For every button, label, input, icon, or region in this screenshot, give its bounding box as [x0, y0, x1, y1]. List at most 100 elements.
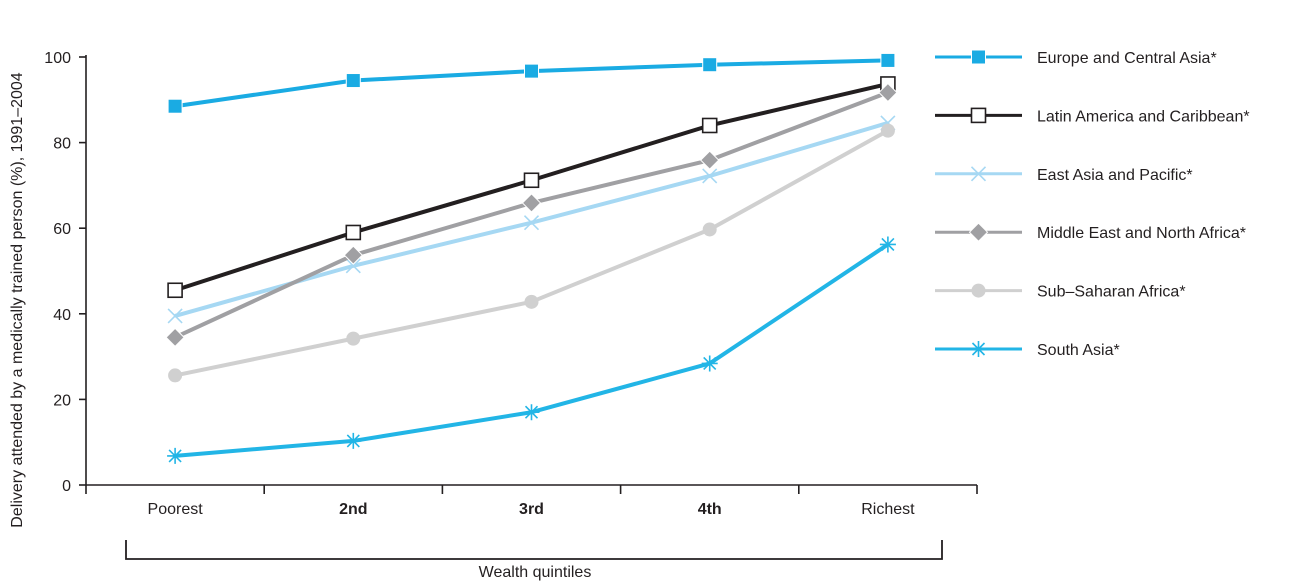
marker-shape	[345, 73, 361, 89]
x-tick-label: 3rd	[519, 501, 544, 518]
data-point	[971, 49, 986, 65]
x-axis-bracket	[125, 540, 943, 560]
y-axis-title: Delivery attended by a medically trained…	[9, 72, 26, 527]
data-point	[702, 222, 717, 237]
legend-label: Latin America and Caribbean*	[1037, 108, 1250, 125]
data-point	[702, 57, 718, 73]
data-point	[521, 193, 542, 213]
x-axis-title: Wealth quintiles	[479, 564, 592, 581]
marker-shape	[970, 107, 987, 124]
data-point	[345, 258, 361, 274]
series-line	[174, 242, 890, 458]
marker-shape	[346, 331, 361, 346]
data-point	[880, 52, 896, 68]
marker-shape	[878, 82, 898, 103]
marker-shape	[167, 98, 183, 114]
data-point	[167, 308, 183, 324]
marker-shape	[167, 308, 183, 324]
marker-shape	[524, 294, 539, 309]
marker-shape	[343, 245, 364, 265]
plot-area	[165, 52, 898, 464]
marker-shape	[345, 224, 362, 241]
data-point	[702, 168, 718, 184]
marker-shape	[971, 283, 986, 298]
series-group	[167, 76, 896, 299]
marker-shape	[523, 215, 540, 231]
marker-shape	[523, 404, 540, 421]
data-point	[168, 368, 183, 383]
data-point	[523, 404, 540, 421]
y-tick-label: 60	[53, 221, 71, 238]
marker-shape	[168, 368, 183, 383]
marker-shape	[524, 63, 539, 79]
marker-shape	[702, 168, 718, 184]
x-tick-label: Poorest	[148, 501, 204, 518]
data-point	[968, 222, 989, 242]
data-point	[345, 224, 362, 241]
marker-shape	[701, 117, 718, 134]
series-group	[168, 123, 895, 383]
marker-shape	[699, 150, 720, 170]
axes: 0 20 40 60 80 100 Poorest 2nd 3rd 4th Richest	[44, 50, 978, 560]
marker-shape	[167, 282, 183, 299]
marker-shape	[521, 193, 542, 213]
legend-label: Middle East and North Africa*	[1037, 225, 1246, 242]
marker-shape	[970, 166, 987, 182]
data-point	[879, 236, 896, 253]
data-point	[343, 245, 364, 265]
legend: Europe and Central Asia* Latin America an…	[935, 49, 1250, 359]
data-point	[880, 123, 895, 138]
marker-shape	[523, 172, 540, 189]
x-tick-label: Richest	[861, 501, 915, 518]
legend-item: South Asia*	[935, 341, 1120, 359]
legend-label: South Asia*	[1037, 342, 1120, 359]
marker-shape	[880, 52, 896, 68]
data-point	[970, 341, 987, 357]
marker-shape	[879, 236, 896, 253]
data-point	[524, 294, 539, 309]
y-tick-label: 0	[62, 478, 71, 495]
data-point	[524, 63, 539, 79]
data-point	[523, 172, 540, 189]
marker-shape	[970, 341, 987, 357]
data-point	[346, 331, 361, 346]
y-tick-label: 20	[53, 392, 71, 409]
series-line	[174, 128, 889, 378]
x-tick-label: 4th	[698, 501, 722, 518]
data-point	[699, 150, 720, 170]
legend-item: East Asia and Pacific*	[935, 166, 1193, 184]
legend-item: Europe and Central Asia*	[935, 49, 1217, 67]
marker-shape	[345, 432, 362, 449]
data-point	[970, 107, 987, 124]
y-tick-label: 100	[44, 50, 71, 67]
data-point	[523, 215, 540, 231]
data-point	[701, 117, 718, 134]
marker-shape	[165, 327, 185, 348]
data-point	[345, 432, 362, 449]
data-point	[970, 166, 987, 182]
marker-shape	[702, 222, 717, 237]
data-point	[165, 327, 185, 348]
data-point	[167, 98, 183, 114]
series-group	[167, 236, 896, 464]
legend-label: East Asia and Pacific*	[1037, 167, 1193, 184]
marker-shape	[702, 57, 718, 73]
marker-shape	[968, 222, 989, 242]
data-point	[971, 283, 986, 298]
marker-shape	[880, 123, 895, 138]
data-point	[701, 355, 718, 372]
marker-shape	[167, 447, 184, 464]
y-tick-label: 80	[53, 136, 71, 153]
legend-item: Middle East and North Africa*	[935, 222, 1246, 242]
legend-item: Sub–Saharan Africa*	[935, 283, 1186, 301]
data-point	[345, 73, 361, 89]
marker-shape	[345, 258, 361, 274]
series-group	[165, 82, 898, 348]
y-tick-label: 40	[53, 307, 71, 324]
legend-label: Europe and Central Asia*	[1037, 50, 1217, 67]
legend-label: Sub–Saharan Africa*	[1037, 284, 1186, 301]
data-point	[878, 82, 898, 103]
x-tick-label: 2nd	[339, 501, 367, 518]
data-point	[167, 447, 184, 464]
